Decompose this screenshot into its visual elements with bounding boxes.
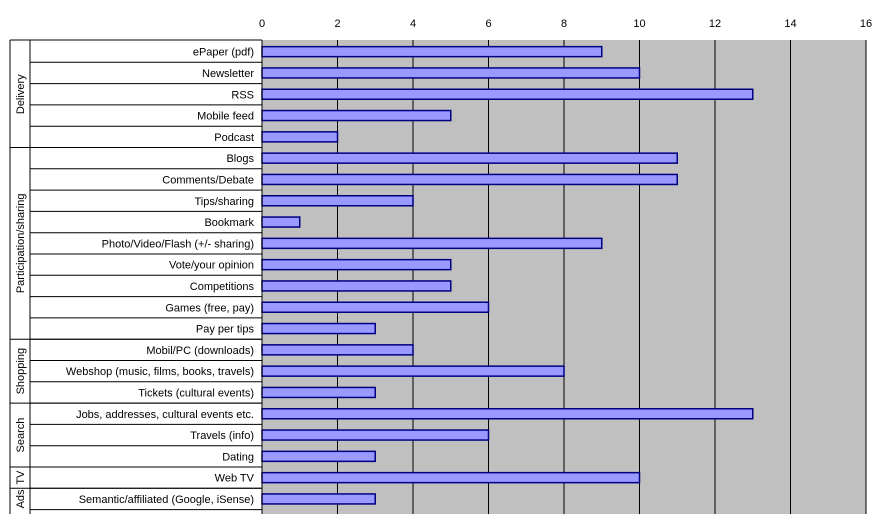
bar — [261, 216, 301, 228]
category-label: Games (free, pay) — [165, 302, 254, 314]
bar — [261, 429, 490, 441]
bar — [261, 322, 376, 335]
bar — [261, 408, 754, 420]
bar — [261, 88, 754, 100]
group-label: Participation/sharing — [15, 194, 27, 294]
category-groups: Delivery Participation/sharing Shopping Sea… — [10, 40, 262, 514]
group-label: Ads — [15, 489, 27, 508]
category-label: Webshop (music, films, books, travels) — [66, 366, 254, 378]
category-label: ePaper (pdf) — [193, 47, 254, 59]
x-tick-label: 6 — [485, 18, 491, 30]
bar — [261, 152, 678, 164]
category-label: Vote/your opinion — [169, 260, 254, 272]
bar — [261, 280, 452, 292]
category-label: Jobs, addresses, cultural events etc. — [76, 409, 254, 421]
category-label: Tips/sharing — [194, 196, 254, 208]
category-label: Travels (info) — [190, 430, 254, 442]
category-label: Competitions — [190, 281, 255, 293]
bar — [261, 131, 339, 143]
x-tick-label: 16 — [860, 18, 872, 30]
group-label: Search — [15, 418, 27, 453]
x-tick-label: 8 — [561, 18, 567, 30]
category-label: Photo/Video/Flash (+/- sharing) — [102, 238, 254, 250]
bar — [261, 471, 641, 484]
group-label: Delivery — [15, 74, 27, 114]
category-label: Comments/Debate — [162, 174, 254, 186]
bar — [261, 67, 641, 79]
category-label: Mobile feed — [197, 111, 254, 123]
bar — [261, 493, 376, 505]
group-label: TV — [15, 470, 27, 485]
bar — [261, 365, 565, 377]
x-tick-label: 2 — [334, 18, 340, 30]
category-label: RSS — [231, 89, 254, 101]
bar — [261, 450, 376, 463]
x-tick-label: 12 — [709, 18, 721, 30]
bar — [261, 386, 376, 399]
bar — [261, 301, 490, 313]
bar — [261, 237, 603, 250]
x-tick-label: 0 — [259, 18, 265, 30]
x-tick-label: 4 — [410, 18, 416, 30]
category-label: Tickets (cultural events) — [138, 387, 254, 399]
category-label: Newsletter — [202, 68, 254, 80]
bar — [261, 258, 452, 271]
x-tick-label: 14 — [784, 18, 796, 30]
category-label: Semantic/affiliated (Google, iSense) — [79, 494, 254, 506]
category-rows: ePaper (pdf) Newsletter RSS Mobile feed Podc… — [30, 47, 262, 511]
group-label: Shopping — [15, 348, 27, 395]
category-label: Mobil/PC (downloads) — [146, 345, 254, 357]
category-label: Pay per tips — [196, 324, 255, 336]
category-label: Web TV — [215, 473, 255, 485]
bar — [261, 344, 414, 356]
category-label: Blogs — [226, 153, 254, 165]
category-label: Podcast — [214, 132, 254, 144]
category-label: Bookmark — [204, 217, 254, 229]
bar — [261, 45, 603, 58]
x-tick-label: 10 — [633, 18, 645, 30]
bar — [261, 109, 452, 122]
x-axis-ticks: 0 2 4 6 8 10 12 14 16 — [259, 18, 872, 30]
bar — [261, 195, 414, 207]
bar — [261, 173, 678, 186]
category-label: Dating — [222, 451, 254, 463]
